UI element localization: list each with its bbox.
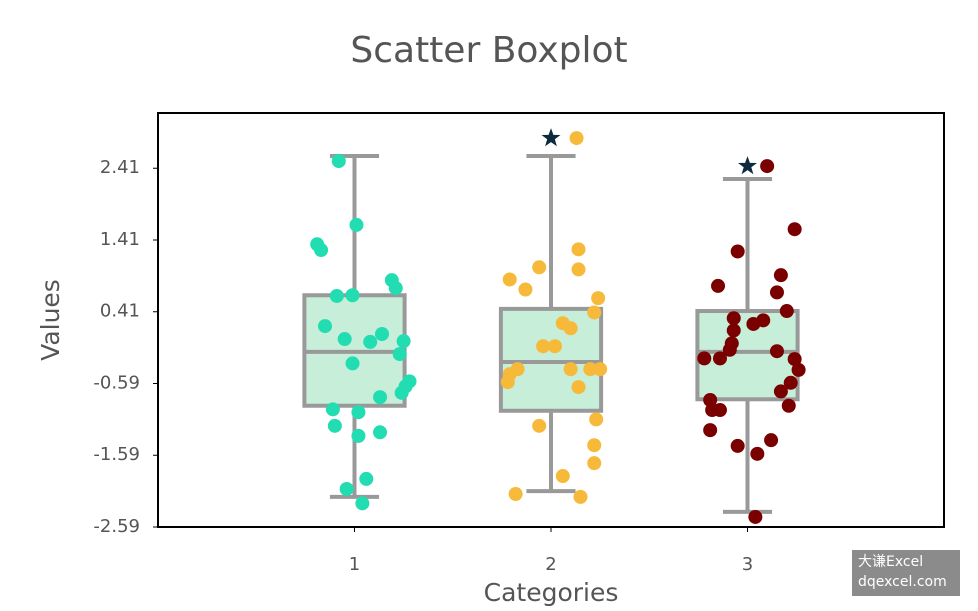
point (569, 131, 584, 146)
point (500, 375, 515, 390)
watermark-box (852, 550, 960, 596)
point (318, 319, 333, 334)
point (783, 375, 798, 390)
point (314, 243, 329, 258)
watermark: 大谦Excel (858, 554, 923, 570)
point (329, 288, 344, 303)
point (791, 362, 806, 377)
point (781, 398, 796, 413)
point (392, 347, 407, 362)
point (388, 281, 403, 296)
x-tick-label: 1 (349, 554, 360, 575)
point (722, 342, 737, 357)
y-tick-label: 1.41 (100, 229, 140, 250)
point (703, 423, 718, 438)
point (571, 262, 586, 277)
y-tick-label: -1.59 (93, 444, 140, 465)
y-tick-label: 0.41 (100, 301, 140, 322)
point (394, 385, 409, 400)
outlier-star (541, 128, 561, 147)
watermark: dqexcel.com (858, 574, 947, 590)
point (518, 282, 533, 297)
point (591, 291, 606, 306)
y-tick-label: 2.41 (100, 157, 140, 178)
point (587, 438, 602, 453)
point (726, 311, 741, 326)
point (764, 433, 779, 448)
point (748, 509, 763, 524)
point (571, 242, 586, 257)
point (787, 352, 802, 367)
point (355, 496, 370, 511)
y-axis-label: Values (36, 279, 65, 361)
point (587, 305, 602, 320)
point (769, 344, 784, 359)
point (508, 486, 523, 501)
point (502, 272, 517, 287)
point (712, 351, 727, 366)
point (730, 438, 745, 453)
point (373, 425, 388, 440)
point (345, 288, 360, 303)
y-tick-label: -0.59 (93, 372, 140, 393)
point (363, 334, 378, 349)
point (726, 323, 741, 338)
point (337, 332, 352, 347)
point (697, 351, 712, 366)
point (327, 418, 342, 433)
point (593, 362, 608, 377)
point (547, 339, 562, 354)
point (359, 471, 374, 486)
point (730, 244, 745, 259)
point (532, 418, 547, 433)
point (331, 154, 346, 169)
point (573, 489, 588, 504)
plot-frame (157, 112, 945, 528)
point (345, 356, 360, 371)
point (773, 268, 788, 283)
point (351, 428, 366, 443)
point (587, 456, 602, 471)
point (779, 304, 794, 319)
point (712, 403, 727, 418)
point (375, 326, 390, 341)
point (396, 334, 411, 349)
x-tick-label: 3 (742, 554, 753, 575)
outlier-star (738, 156, 757, 175)
box (498, 306, 604, 413)
chart-title: Scatter Boxplot (350, 30, 627, 71)
point (351, 405, 366, 420)
point (769, 285, 784, 300)
point (555, 469, 570, 484)
point (711, 278, 726, 293)
point (571, 380, 586, 395)
point (325, 402, 340, 417)
point (532, 260, 547, 275)
point (787, 222, 802, 237)
point (750, 446, 765, 461)
point (536, 339, 551, 354)
point (563, 321, 578, 336)
point (773, 384, 788, 399)
point (760, 159, 775, 174)
point (746, 316, 761, 331)
y-tick-label: -2.59 (93, 516, 140, 537)
x-axis-label: Categories (484, 578, 619, 607)
point (349, 217, 364, 232)
x-tick-label: 2 (545, 554, 556, 575)
point (339, 481, 354, 496)
point (583, 362, 598, 377)
point (589, 412, 604, 427)
point (373, 390, 388, 405)
point (563, 362, 578, 377)
